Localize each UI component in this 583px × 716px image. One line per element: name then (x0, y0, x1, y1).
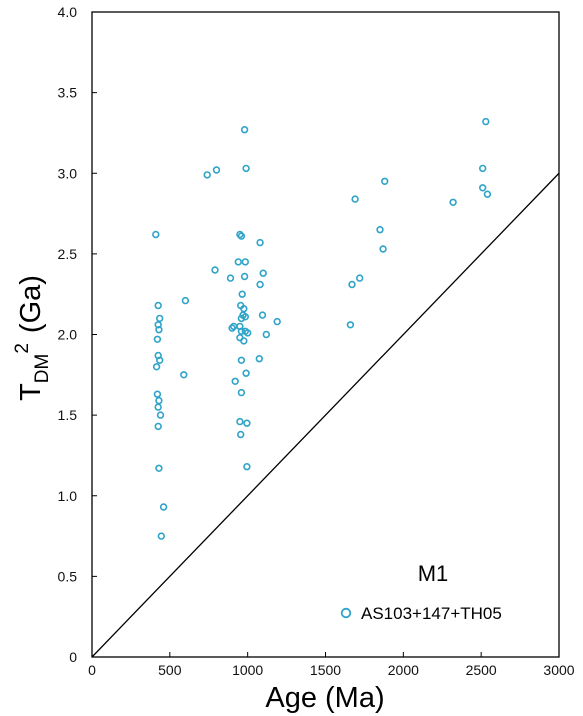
x-tick-label-0: 0 (88, 662, 96, 678)
data-point-0-16 (157, 532, 166, 540)
data-point-0-61 (351, 195, 359, 203)
y-tick-label-2: 1.0 (58, 488, 78, 504)
y-axis-title-main: T (15, 383, 47, 401)
annotation-label: M1 (418, 561, 449, 586)
data-point-0-47 (243, 463, 251, 471)
data-point-0-66 (449, 198, 457, 207)
data-point-0-26 (234, 258, 243, 266)
y-axis-title-superscript: 2 (12, 343, 33, 354)
y-tick-label-0: 0 (69, 649, 77, 665)
data-point-0-53 (259, 269, 267, 277)
y-tick-label-4: 2.0 (58, 327, 78, 343)
data-point-0-42 (242, 369, 250, 377)
y-axis-title: TDM2 (Ga) (12, 275, 53, 401)
data-point-0-2 (156, 314, 164, 323)
data-point-0-34 (241, 313, 250, 321)
data-points (152, 117, 492, 540)
data-point-0-10 (155, 396, 163, 405)
x-tick-label-3: 1500 (310, 662, 341, 678)
svg-text:TDM2(Ga): TDM2 (Ga) (12, 275, 53, 401)
data-point-0-64 (379, 245, 387, 253)
data-point-0-18 (180, 371, 188, 379)
data-point-0-49 (242, 164, 250, 173)
data-point-0-4 (155, 326, 163, 334)
data-point-0-17 (181, 296, 190, 305)
y-tick-label-3: 1.5 (58, 407, 78, 423)
data-point-0-57 (255, 355, 263, 363)
data-point-0-63 (376, 226, 384, 234)
y-axis-title-unit: (Ga) (15, 275, 47, 333)
data-point-0-39 (240, 337, 248, 345)
y-tick-label-1: 0.5 (58, 568, 78, 584)
y-axis-title-subscript: DM (32, 354, 53, 384)
axis-ticks: 0 500 1000 1500 2000 2500 3000 0 0.5 1.0 1.5 2.0 2.5… (58, 4, 575, 678)
data-point-0-67 (479, 164, 487, 173)
data-point-0-65 (381, 177, 389, 186)
data-point-0-7 (156, 356, 164, 364)
x-axis-title: Age (Ma) (265, 682, 384, 714)
data-point-0-11 (154, 403, 162, 411)
data-point-0-20 (212, 166, 221, 174)
data-point-0-60 (348, 280, 356, 289)
data-point-0-52 (256, 238, 264, 247)
x-tick-label-2: 1000 (232, 662, 263, 678)
data-point-0-68 (479, 184, 487, 192)
x-tick-label-4: 2000 (388, 662, 419, 678)
data-point-0-48 (240, 125, 249, 134)
data-point-0-13 (154, 422, 162, 431)
reference-line (91, 172, 560, 658)
data-point-0-56 (262, 330, 270, 339)
y-tick-label-6: 3.0 (58, 165, 78, 181)
data-point-0-50 (241, 258, 250, 266)
data-point-0-59 (346, 321, 355, 329)
data-point-0-43 (237, 388, 246, 397)
legend: AS103+147+TH05 (340, 604, 502, 623)
data-point-0-28 (237, 232, 246, 240)
data-point-0-69 (483, 190, 492, 198)
data-point-0-33 (237, 314, 246, 323)
data-point-0-45 (243, 419, 251, 427)
data-point-0-0 (152, 230, 160, 239)
data-point-0-15 (159, 503, 168, 511)
data-point-0-25 (231, 377, 239, 385)
data-point-0-19 (203, 171, 211, 179)
data-point-0-36 (237, 327, 246, 335)
data-point-0-54 (256, 280, 264, 289)
data-point-0-8 (152, 363, 161, 371)
data-point-0-29 (238, 290, 246, 298)
x-tick-label-6: 3000 (543, 662, 574, 678)
data-point-0-51 (240, 272, 249, 281)
data-point-0-14 (155, 464, 163, 472)
x-tick-label-1: 500 (158, 662, 182, 678)
data-point-0-58 (273, 317, 281, 326)
data-point-0-9 (153, 390, 162, 398)
data-point-0-22 (226, 274, 235, 282)
data-point-0-62 (356, 274, 364, 282)
y-tick-label-7: 3.5 (58, 85, 78, 101)
data-point-0-27 (236, 230, 244, 239)
data-point-0-44 (236, 417, 244, 426)
data-point-0-41 (237, 356, 246, 364)
data-point-0-21 (211, 266, 219, 274)
data-point-0-23 (228, 324, 236, 332)
data-point-0-12 (156, 411, 165, 419)
data-point-0-1 (154, 301, 162, 310)
data-point-0-40 (244, 329, 252, 337)
data-point-0-55 (258, 311, 267, 319)
legend-label: AS103+147+TH05 (361, 604, 502, 623)
data-point-0-3 (154, 321, 162, 329)
plot-frame (91, 11, 560, 658)
data-point-0-46 (237, 430, 245, 439)
x-tick-label-5: 2500 (466, 662, 497, 678)
data-point-0-5 (153, 335, 162, 343)
data-point-0-70 (482, 117, 490, 126)
y-tick-label-5: 2.5 (58, 246, 78, 262)
legend-marker (340, 607, 352, 619)
y-tick-label-8: 4.0 (58, 4, 78, 20)
